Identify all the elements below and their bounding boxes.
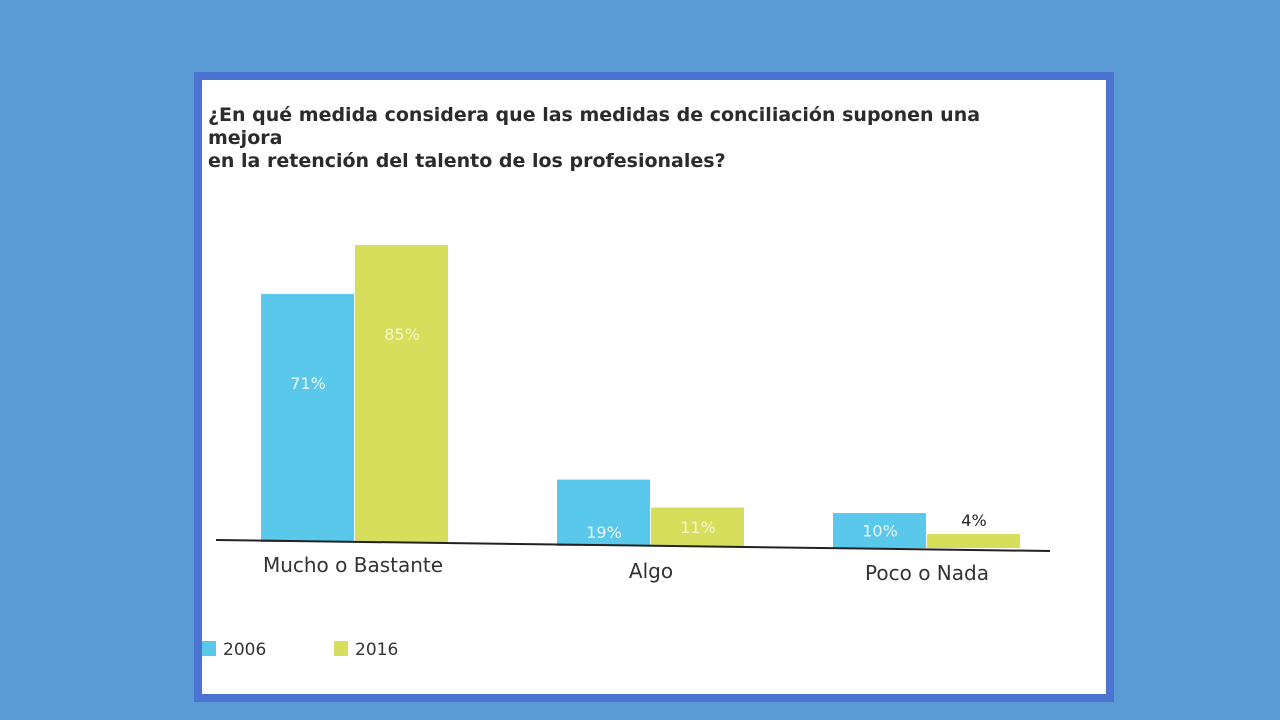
- value-label-2006-1: 19%: [586, 523, 622, 542]
- x-axis-line: [215, 539, 1051, 552]
- legend-label-2006: 2006: [223, 640, 266, 660]
- value-label-2006-2: 10%: [862, 522, 898, 541]
- category-label-2: Poco o Nada: [865, 561, 989, 585]
- bar-2006-1: [557, 479, 650, 546]
- bar-2006-0: [261, 293, 354, 542]
- value-label-2006-0: 71%: [290, 374, 326, 393]
- category-label-1: Algo: [629, 559, 673, 583]
- category-label-0: Mucho o Bastante: [263, 553, 443, 577]
- bar-2006-2: [833, 513, 926, 548]
- bar-2016-1: [651, 507, 744, 546]
- value-label-2016-1: 11%: [680, 518, 716, 537]
- value-label-2016-0: 85%: [384, 325, 420, 344]
- chart-title: ¿En qué medida considera que las medidas…: [208, 104, 981, 172]
- bar-2016-2: [927, 534, 1020, 548]
- legend-label-2016: 2016: [355, 640, 398, 660]
- legend-swatch-2016: [334, 641, 348, 656]
- legend-swatch-2006: [202, 641, 216, 656]
- value-label-2016-2: 4%: [961, 511, 986, 530]
- bar-2016-0: [355, 245, 448, 542]
